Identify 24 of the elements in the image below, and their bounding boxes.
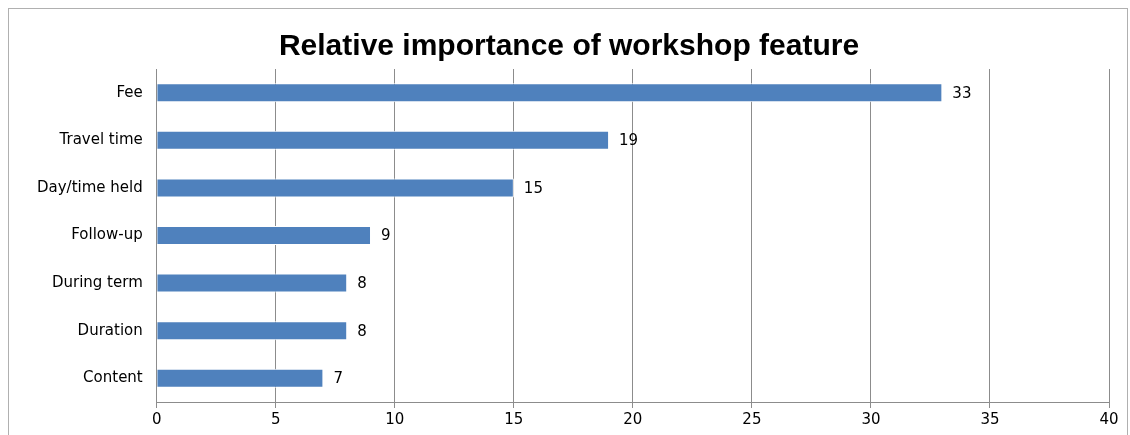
x-tick-label: 20 [623,409,643,428]
data-label: 8 [357,273,367,292]
data-label: 15 [523,178,543,197]
y-tick-label: Content [83,368,143,387]
data-label: 7 [333,369,343,388]
y-tick-label: Day/time held [36,177,143,196]
x-tick-label: 15 [504,409,524,428]
x-tick-label: 25 [742,409,762,428]
x-tick-label: 10 [385,409,405,428]
data-label: 9 [381,226,391,245]
x-tick-label: 5 [271,409,281,428]
x-tick-label: 35 [980,409,1000,428]
x-tick-label: 30 [861,409,881,428]
y-tick-label: During term [51,272,143,291]
x-tick-label: 0 [151,409,162,428]
data-label: 19 [619,131,639,150]
y-tick-label: Fee [116,82,143,101]
chart-title: Relative importance of workshop feature [278,28,860,62]
data-label: 33 [952,83,972,102]
y-tick-label: Duration [77,320,143,339]
y-tick-label: Travel time [58,130,143,149]
y-tick-label: Follow-up [71,225,143,244]
data-label: 8 [357,321,367,340]
x-tick-label: 40 [1099,409,1119,428]
